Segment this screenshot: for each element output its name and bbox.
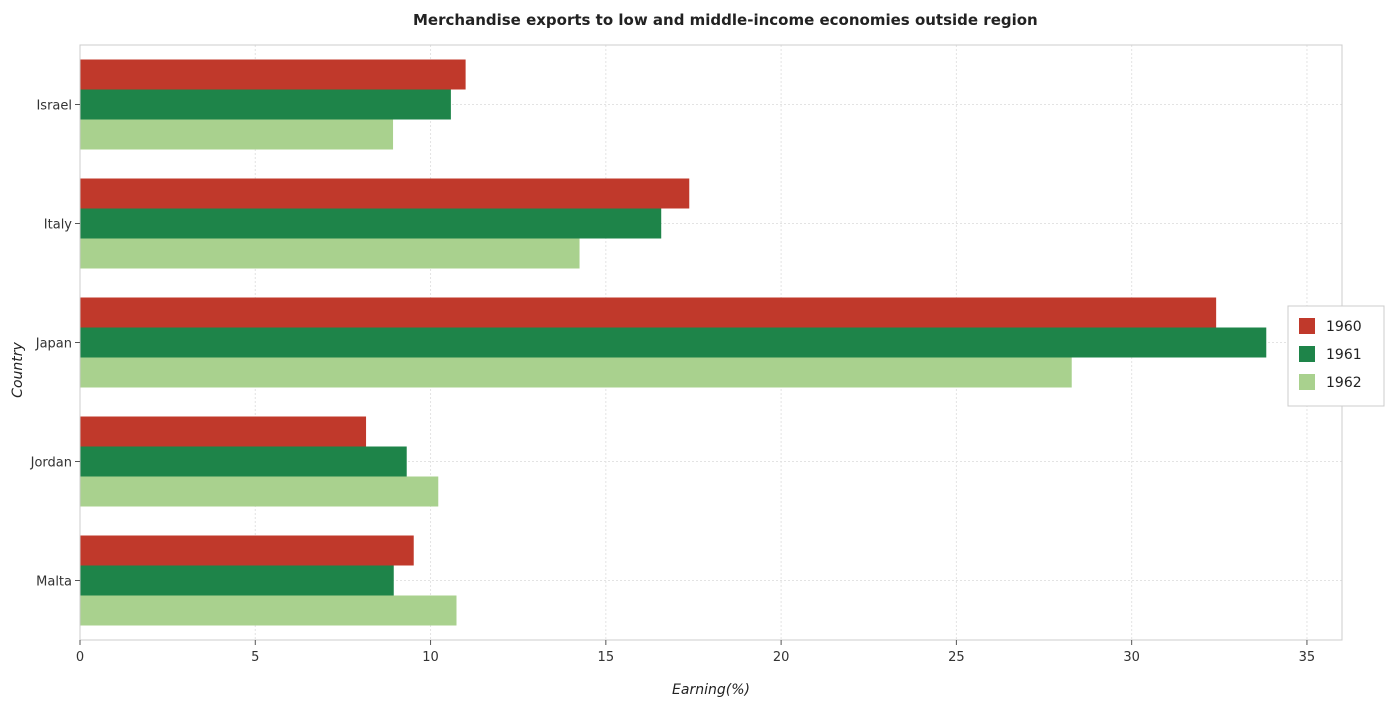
bar-israel-1960 (80, 59, 466, 90)
bar-malta-1960 (80, 535, 414, 566)
bar-japan-1960 (80, 297, 1217, 328)
bar-malta-1961 (80, 565, 394, 596)
chart-title: Merchandise exports to low and middle-in… (413, 11, 1038, 29)
x-axis-title: Earning(%) (672, 682, 750, 698)
bar-malta-1962 (80, 595, 457, 626)
x-tick-label: 25 (948, 650, 965, 665)
bar-jordan-1961 (80, 446, 407, 477)
x-tick-label: 35 (1299, 650, 1316, 665)
bar-israel-1962 (80, 119, 394, 150)
x-tick-label: 0 (76, 650, 84, 665)
bar-italy-1960 (80, 178, 690, 209)
x-tick-label: 10 (422, 650, 439, 665)
bars (80, 59, 1267, 626)
y-tick-label: Malta (36, 575, 72, 590)
legend-label: 1962 (1326, 375, 1362, 391)
x-tick-label: 15 (598, 650, 615, 665)
y-axis-title: Country (10, 341, 26, 397)
x-tick-label: 20 (773, 650, 790, 665)
y-tick-label: Jordan (30, 456, 72, 471)
bar-italy-1962 (80, 238, 580, 269)
bar-israel-1961 (80, 89, 451, 120)
bar-japan-1961 (80, 327, 1267, 358)
legend-label: 1961 (1326, 347, 1362, 363)
x-tick-label: 30 (1123, 650, 1140, 665)
y-tick-label: Italy (44, 218, 73, 233)
legend-label: 1960 (1326, 319, 1362, 335)
y-tick-label: Japan (35, 337, 72, 352)
bar-jordan-1962 (80, 476, 439, 507)
legend-swatch (1299, 346, 1315, 362)
legend-swatch (1299, 318, 1315, 334)
legend-swatch (1299, 374, 1315, 390)
bar-italy-1961 (80, 208, 662, 239)
bar-japan-1962 (80, 357, 1072, 388)
y-tick-label: Israel (36, 99, 72, 114)
x-tick-label: 5 (251, 650, 259, 665)
legend: 1960 1961 1962 (1287, 305, 1385, 407)
bar-jordan-1960 (80, 416, 367, 447)
